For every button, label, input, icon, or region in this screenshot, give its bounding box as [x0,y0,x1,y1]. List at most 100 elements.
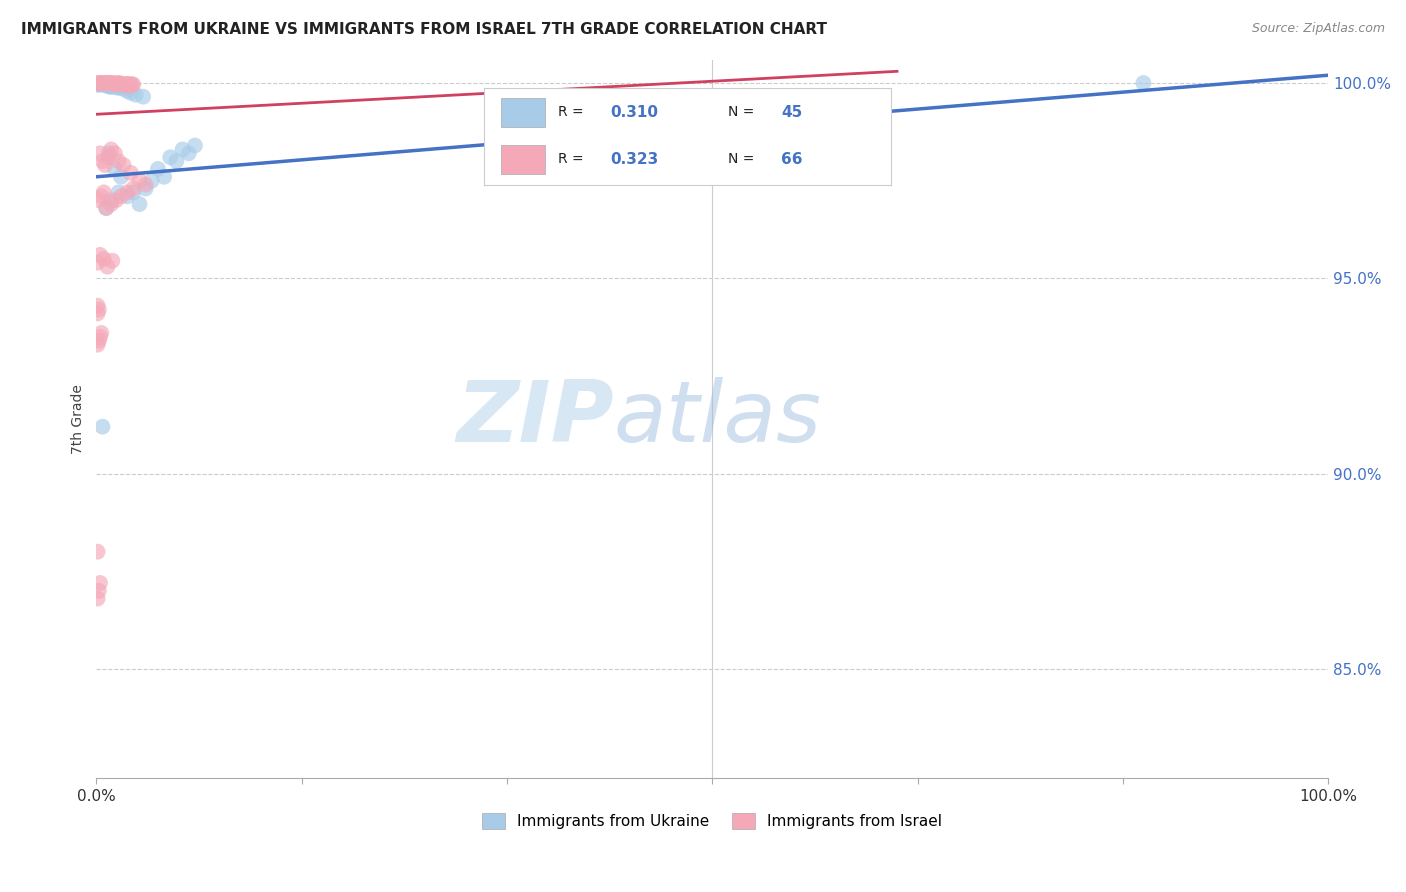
Point [90,76,112,90]
Point [172,143,194,157]
Point [91,76,114,90]
Point [153,169,176,184]
Point [103,78,125,93]
Point [118,78,141,93]
Point [87,76,110,90]
Point [177,146,200,161]
Point [110,169,132,184]
Point [97,79,120,94]
Point [105,80,128,95]
Point [89,576,111,591]
Point [96,78,118,93]
Point [122,181,145,195]
Point [141,174,163,188]
Point [107,154,129,169]
Point [115,77,138,91]
Legend: Immigrants from Ukraine, Immigrants from Israel: Immigrants from Ukraine, Immigrants from… [475,807,949,835]
Point [122,186,145,200]
Point [128,174,150,188]
Point [96,76,118,90]
Point [100,197,122,211]
Point [120,86,142,100]
Text: ZIP: ZIP [456,377,613,460]
Point [96,201,118,215]
Point [105,76,128,90]
Point [91,419,114,434]
Point [89,76,111,90]
Point [90,189,112,203]
Point [97,146,120,161]
Point [86,544,108,558]
Point [100,79,122,94]
Point [135,178,157,192]
Point [93,186,115,200]
Point [94,158,117,172]
Point [135,181,157,195]
Point [98,79,121,94]
Point [90,326,112,340]
Point [90,78,112,92]
Point [96,201,118,215]
Point [86,299,108,313]
Point [87,193,110,207]
Point [128,197,150,211]
Point [87,302,110,317]
Point [101,76,124,90]
Point [101,253,124,268]
Point [86,337,108,351]
Text: atlas: atlas [613,377,821,460]
Point [105,193,128,207]
Point [96,78,118,93]
Point [108,76,131,90]
Point [120,166,142,180]
Point [107,80,129,95]
Point [86,591,108,606]
Point [96,260,118,274]
Point [97,76,120,90]
Point [94,76,117,90]
Point [89,146,111,161]
Point [104,146,127,161]
Point [86,78,108,92]
Point [97,150,120,164]
Point [93,252,115,266]
Point [103,77,125,91]
Point [87,583,110,598]
Point [122,78,145,92]
Point [104,161,127,176]
Point [94,78,117,92]
Point [104,77,127,91]
Point [89,330,111,344]
Point [110,79,132,94]
Point [100,143,122,157]
Point [100,76,122,90]
Point [146,161,169,176]
Point [96,76,118,90]
Point [101,79,124,94]
Point [115,84,138,98]
Point [117,77,139,91]
Point [121,77,143,91]
Point [107,186,129,200]
Point [91,154,114,169]
Point [93,77,115,91]
Point [132,89,155,103]
Point [100,193,122,207]
Point [87,77,110,91]
Point [111,77,134,91]
Point [105,77,128,91]
Point [107,77,129,91]
Point [89,248,111,262]
Point [115,186,138,200]
Point [112,158,135,172]
Point [108,79,131,94]
Point [89,77,111,91]
Point [110,189,132,203]
Point [112,78,135,92]
Point [98,76,121,90]
Point [86,76,108,90]
Point [114,78,136,92]
Point [120,78,142,93]
Point [105,79,128,94]
Point [115,189,138,203]
